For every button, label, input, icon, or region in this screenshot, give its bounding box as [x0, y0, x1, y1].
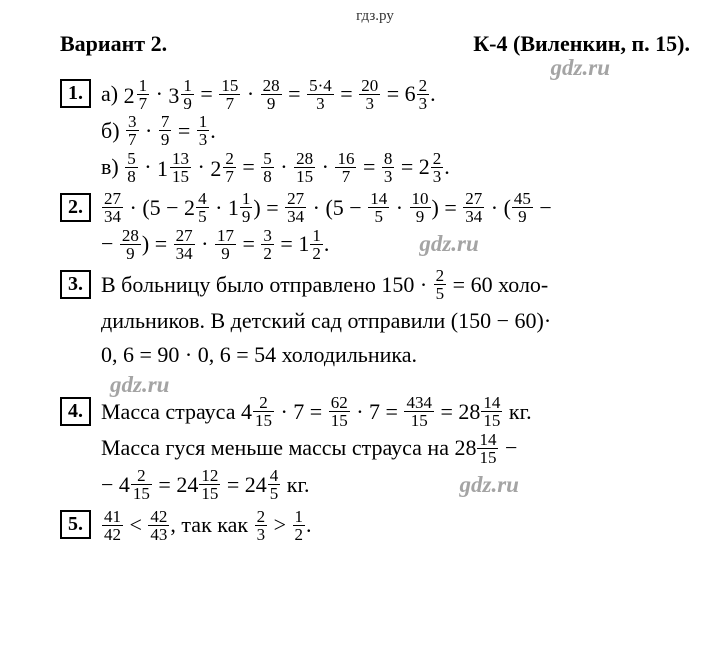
watermark: gdz.ru [60, 59, 690, 77]
page: гдз.ру Вариант 2. К-4 (Виленкин, п. 15).… [0, 0, 720, 652]
part-label: б) [101, 118, 120, 143]
header: Вариант 2. К-4 (Виленкин, п. 15). [60, 31, 690, 57]
problem-3: 3. В больницу было отправлено 150 · 25 =… [60, 268, 690, 373]
part-c: в) 58 · 11315 · 227 = 58 · 2815 · 167 = … [101, 150, 690, 186]
problem-4: 4. Масса страуса 4215 · 7 = 6215 · 7 = 4… [60, 395, 690, 504]
part-b: б) 37 · 79 = 13. [101, 114, 690, 150]
watermark: gdz.ru [419, 231, 478, 256]
text: В больницу было отправлено 150 · [101, 272, 433, 297]
text: 0, 6 = 90 · 0, 6 = 54 холодильника. [101, 342, 417, 367]
problem-content: В больницу было отправлено 150 · 25 = 60… [101, 268, 690, 373]
text: Масса страуса 4 [101, 399, 252, 424]
problem-content: Масса страуса 4215 · 7 = 6215 · 7 = 4341… [101, 395, 690, 504]
site-name: гдз.ру [60, 8, 690, 25]
problem-number: 5. [60, 510, 91, 539]
problem-1: 1. а) 217 · 319 = 157 · 289 = 5·43 = 203… [60, 77, 690, 186]
watermark: gdz.ru [460, 472, 519, 497]
text: Масса гуся меньше массы страуса на 28 [101, 435, 476, 460]
variant-label: Вариант 2. [60, 31, 167, 57]
text: = 60 холо- [447, 272, 548, 297]
problem-content: 2734 · (5 − 245 · 119) = 2734 · (5 − 145… [101, 191, 690, 264]
text: дильников. В детский сад отправили (150 … [101, 308, 551, 333]
part-a: а) 217 · 319 = 157 · 289 = 5·43 = 203 = … [101, 77, 690, 113]
problem-number: 2. [60, 193, 91, 222]
part-label: в) [101, 154, 119, 179]
problem-content: 4142 < 4243, так как 23 > 12. [101, 508, 690, 544]
problem-content: а) 217 · 319 = 157 · 289 = 5·43 = 203 = … [101, 77, 690, 186]
problem-2: 2. 2734 · (5 − 245 · 119) = 2734 · (5 − … [60, 191, 690, 264]
problem-number: 3. [60, 270, 91, 299]
problem-number: 1. [60, 79, 91, 108]
reference-label: К-4 (Виленкин, п. 15). [473, 31, 690, 57]
part-label: а) [101, 81, 118, 106]
problem-number: 4. [60, 397, 91, 426]
problem-5: 5. 4142 < 4243, так как 23 > 12. [60, 508, 690, 544]
watermark: gdz.ru [60, 376, 690, 394]
